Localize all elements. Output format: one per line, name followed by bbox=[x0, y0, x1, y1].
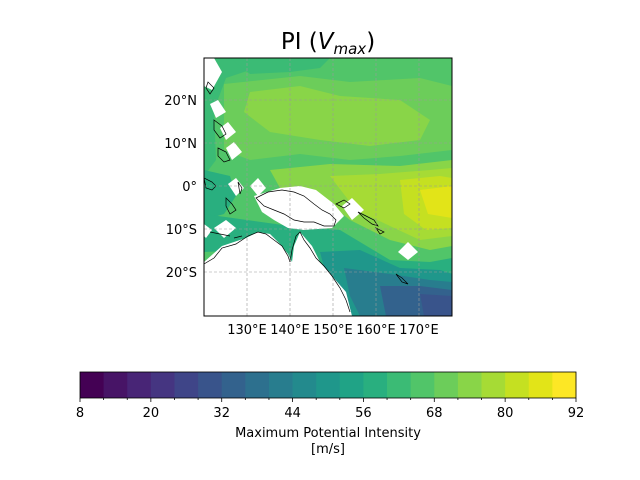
colorbar-swatch bbox=[268, 372, 293, 398]
coastline-halmahera bbox=[237, 181, 243, 195]
no-data-north-b bbox=[210, 100, 226, 118]
colorbar-tick-label: 56 bbox=[355, 406, 372, 421]
colorbar-swatch bbox=[505, 372, 530, 398]
coastline-newguinea bbox=[255, 189, 337, 227]
colorbar-swatch bbox=[127, 372, 152, 398]
colorbar-swatch bbox=[457, 372, 482, 398]
colorbar-swatch bbox=[198, 372, 223, 398]
pi-band-equator-88 bbox=[420, 186, 452, 218]
no-data-north-d bbox=[226, 142, 242, 160]
colorbar-swatch bbox=[103, 372, 128, 398]
colorbar-swatch bbox=[316, 372, 341, 398]
no-data-maluku-b bbox=[250, 178, 266, 196]
lon-tick-label: 170°E bbox=[399, 323, 439, 338]
figure-title: PI (Vmax) bbox=[281, 29, 375, 58]
colorbar-swatch bbox=[481, 372, 506, 398]
coastline-solomons bbox=[357, 211, 379, 227]
colorbar-units: [m/s] bbox=[311, 442, 345, 457]
coastline-sulawesi bbox=[225, 197, 237, 215]
colorbar-swatch bbox=[80, 372, 105, 398]
map-frame bbox=[203, 57, 453, 317]
colorbar-ticks bbox=[79, 398, 577, 402]
pi-band-west-60 bbox=[204, 170, 236, 220]
gridlines bbox=[204, 58, 452, 316]
colorbar-swatch bbox=[292, 372, 317, 398]
no-data-australia bbox=[204, 232, 352, 316]
pi-band-north-64 bbox=[230, 58, 330, 74]
no-data-west-edge bbox=[204, 224, 212, 238]
no-data-newguinea bbox=[254, 186, 344, 230]
colorbar-tick-label: 80 bbox=[497, 406, 514, 421]
colorbar-swatch bbox=[410, 372, 435, 398]
pi-band-west-64 bbox=[204, 58, 260, 176]
colorbar-tick-label: 32 bbox=[213, 406, 230, 421]
lat-tick-label: 0° bbox=[182, 180, 197, 195]
colorbar-swatch bbox=[245, 372, 270, 398]
colorbar-tick-label: 68 bbox=[426, 406, 443, 421]
lon-tick-label: 140°E bbox=[270, 323, 310, 338]
no-data-solomons bbox=[342, 198, 364, 220]
coastline-australia bbox=[204, 231, 351, 313]
colorbar-swatch bbox=[528, 372, 553, 398]
colorbar-swatch bbox=[387, 372, 412, 398]
coastline-newbritain bbox=[335, 199, 351, 209]
pi-band-se-32 bbox=[420, 294, 452, 316]
lon-tick-label: 150°E bbox=[313, 323, 353, 338]
colorbar-swatch bbox=[150, 372, 175, 398]
coastline-newcaledonia bbox=[395, 273, 409, 285]
lat-tick-label: 10°N bbox=[164, 137, 197, 152]
pi-band-76 bbox=[244, 86, 430, 146]
coastline-vanuatu bbox=[374, 227, 385, 235]
colorbar-swatch bbox=[339, 372, 364, 398]
colorbar-tick-label: 8 bbox=[76, 406, 84, 421]
colorbar-swatch bbox=[552, 372, 577, 398]
lat-tick-labels: 20°N 10°N 0° 10°S 20°S bbox=[164, 94, 197, 281]
colorbar-tick-label: 20 bbox=[143, 406, 160, 421]
colorbar-swatch bbox=[363, 372, 388, 398]
no-data-maluku-a bbox=[228, 178, 244, 196]
lat-tick-label: 10°S bbox=[166, 223, 197, 238]
coastlines bbox=[204, 81, 409, 313]
lon-tick-label: 160°E bbox=[356, 323, 396, 338]
colorbar-swatch bbox=[434, 372, 459, 398]
no-data-vanuatu bbox=[398, 242, 418, 260]
colorbar: 8 20 32 44 56 68 80 92 Maximum Potential… bbox=[76, 371, 584, 457]
colorbar-tick-label: 92 bbox=[568, 406, 585, 421]
colorbar-frame bbox=[79, 371, 577, 399]
lon-tick-label: 130°E bbox=[227, 323, 267, 338]
colorbar-swatch bbox=[174, 372, 199, 398]
colorbar-swatches bbox=[80, 372, 577, 398]
coastline-borneo bbox=[204, 177, 217, 191]
lat-tick-label: 20°S bbox=[166, 266, 197, 281]
lon-tick-labels: 130°E 140°E 150°E 160°E 170°E bbox=[227, 323, 439, 338]
colorbar-swatch bbox=[221, 372, 246, 398]
colorbar-tick-label: 44 bbox=[284, 406, 301, 421]
coastline-philippines bbox=[205, 81, 231, 163]
coastline-nusatenggara bbox=[209, 231, 243, 239]
colorbar-tick-labels: 8 20 32 44 56 68 80 92 bbox=[76, 406, 584, 421]
map-panel bbox=[204, 58, 452, 316]
lat-tick-label: 20°N bbox=[164, 94, 197, 109]
no-data-north-a bbox=[204, 58, 222, 90]
colorbar-label: Maximum Potential Intensity bbox=[235, 426, 421, 441]
